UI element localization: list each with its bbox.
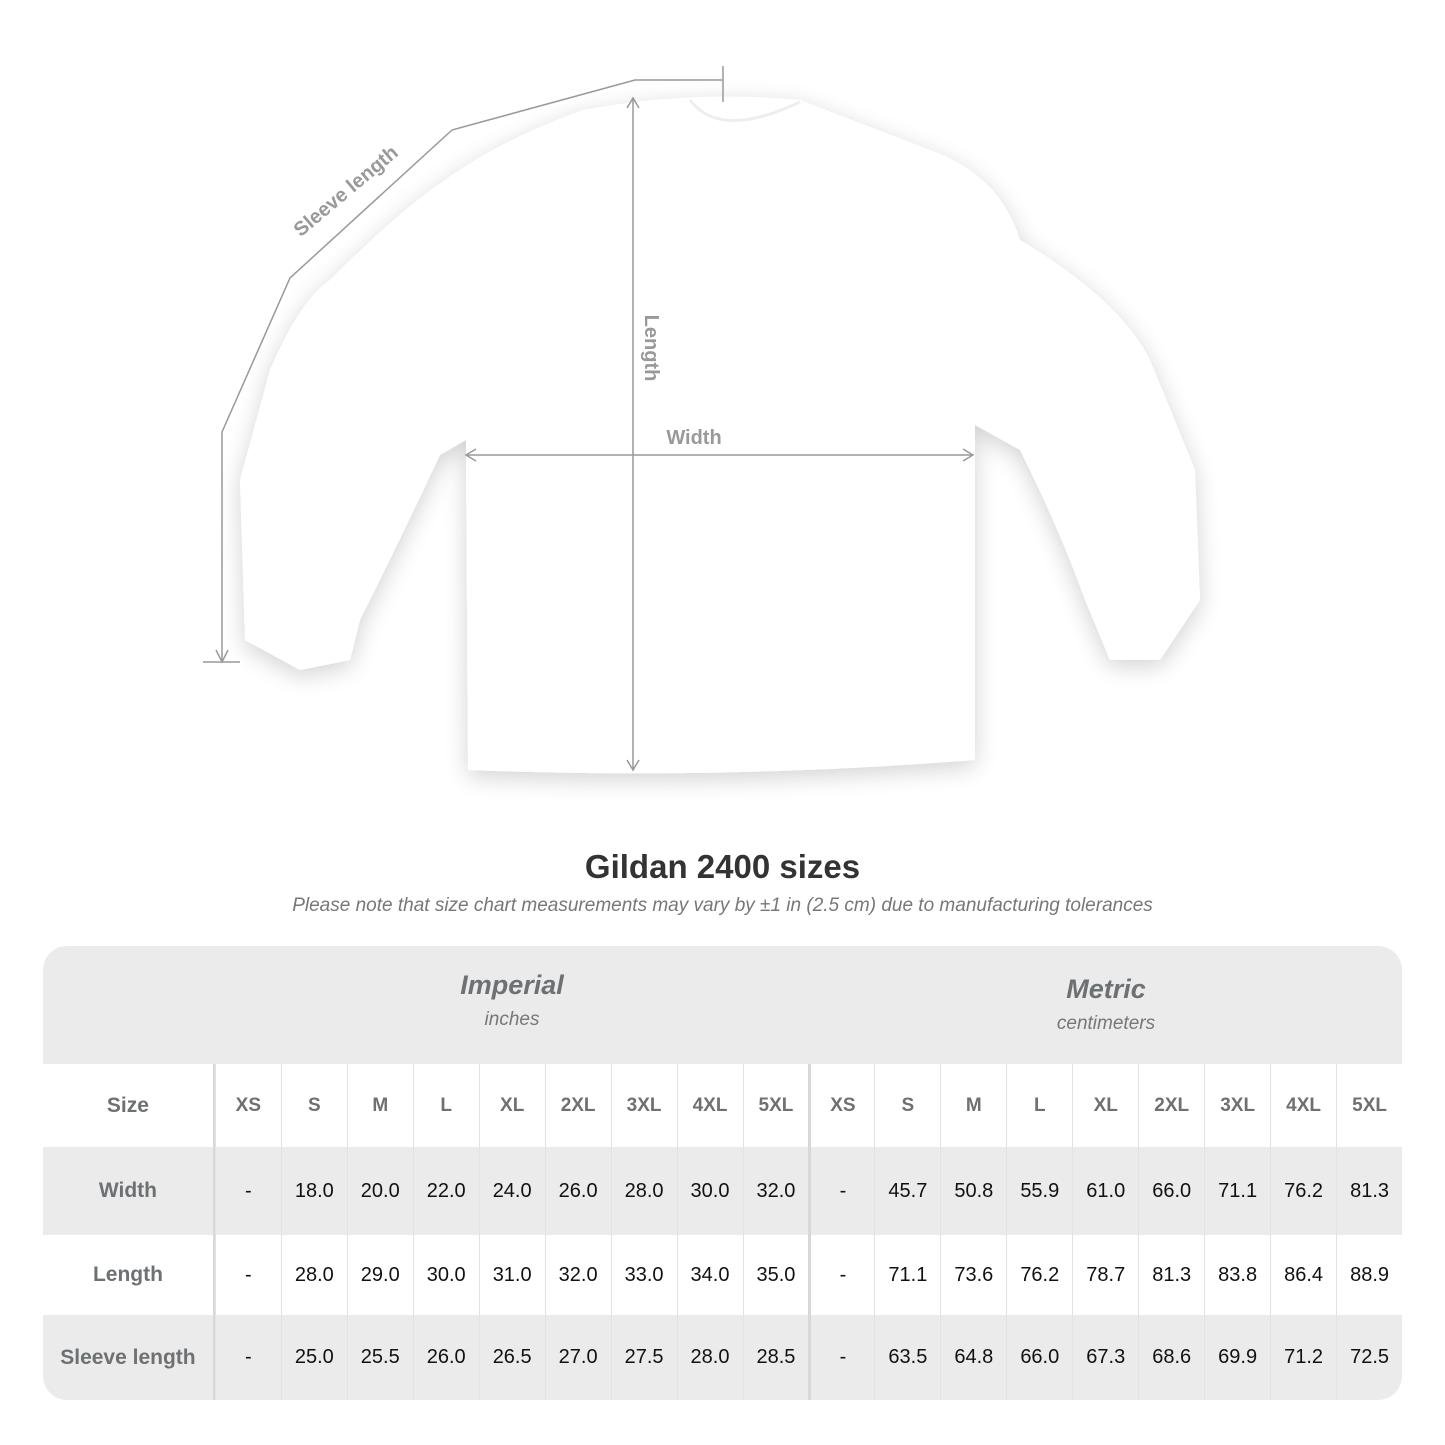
table-cell: 71.2	[1270, 1315, 1336, 1400]
table-cell: 71.1	[1204, 1147, 1270, 1235]
table-cell: 50.8	[940, 1147, 1006, 1235]
table-row: Width -18.0 20.0 22.0 24.0 26.0 28.0 30.0 32.0-4…	[43, 1147, 1402, 1235]
table-cell: 28.0	[676, 1315, 743, 1400]
table-cell: 72.5	[1336, 1315, 1402, 1400]
table-cell: 27.5	[610, 1315, 677, 1400]
table-cell: 76.2	[1006, 1235, 1072, 1315]
table-cell: 68.6	[1138, 1315, 1204, 1400]
table-cell: -	[214, 1147, 281, 1235]
table-row: Sleeve length -25.0 25.5 26.0 26.5 27.0 27.5 28…	[43, 1315, 1402, 1400]
table-cell: 26.0	[544, 1147, 611, 1235]
shirt-illustration	[240, 96, 1200, 774]
table-cell: -	[214, 1235, 281, 1315]
size-table: Imperial inches Metric centimeters Size X…	[43, 946, 1402, 1400]
table-cell: 55.9	[1006, 1147, 1072, 1235]
size-column-header: S	[280, 1064, 347, 1147]
table-cell: 32.0	[544, 1235, 611, 1315]
table-header-band: Imperial inches Metric centimeters	[43, 946, 1402, 1064]
table-cell: 67.3	[1072, 1315, 1138, 1400]
size-column-header: XS	[214, 1064, 281, 1147]
table-cell: 25.5	[346, 1315, 413, 1400]
size-column-header: XL	[478, 1064, 545, 1147]
size-column-header: 3XL	[610, 1064, 677, 1147]
size-column-header: 4XL	[1270, 1064, 1336, 1147]
size-column-header: L	[412, 1064, 479, 1147]
shirt-diagram: Sleeve length Length Width	[203, 66, 1200, 774]
size-header-row: Size XS S M L XL 2XL 3XL 4XL 5XL XS S M L XL 2XL 3XL 4XL 5…	[43, 1064, 1402, 1147]
table-cell: 26.5	[478, 1315, 545, 1400]
table-cell: 35.0	[742, 1235, 809, 1315]
table-cell: 61.0	[1072, 1147, 1138, 1235]
sleeve-length-line	[221, 79, 723, 660]
size-column-header: XS	[808, 1064, 874, 1147]
table-cell: 83.8	[1204, 1235, 1270, 1315]
size-label: Size	[43, 1064, 215, 1147]
table-cell: 28.0	[610, 1147, 677, 1235]
table-cell: 30.0	[676, 1147, 743, 1235]
table-cell: 24.0	[478, 1147, 545, 1235]
size-column-header: 3XL	[1204, 1064, 1270, 1147]
table-cell: 78.7	[1072, 1235, 1138, 1315]
size-column-header: M	[346, 1064, 413, 1147]
table-cell: 32.0	[742, 1147, 809, 1235]
imperial-title: Imperial	[460, 970, 564, 1000]
table-cell: 25.0	[280, 1315, 347, 1400]
table-cell: 71.1	[874, 1235, 940, 1315]
table-cell: 20.0	[346, 1147, 413, 1235]
table-cell: 66.0	[1006, 1315, 1072, 1400]
length-label: Length	[640, 315, 662, 382]
table-row: Length -28.0 29.0 30.0 31.0 32.0 33.0 34.0 35.0-…	[43, 1235, 1402, 1315]
table-cell: 28.5	[742, 1315, 809, 1400]
table-cell: 88.9	[1336, 1235, 1402, 1315]
size-column-header: 2XL	[1138, 1064, 1204, 1147]
imperial-unit: inches	[484, 1009, 540, 1030]
metric-unit: centimeters	[1056, 1013, 1156, 1034]
table-cell: -	[808, 1147, 874, 1235]
tolerance-note: Please note that size chart measurements…	[292, 895, 1153, 916]
table-cell: -	[808, 1315, 874, 1400]
table-cell: 81.3	[1138, 1235, 1204, 1315]
width-label: Width	[666, 427, 721, 449]
table-cell: 86.4	[1270, 1235, 1336, 1315]
page-title: Gildan 2400 sizes	[584, 848, 861, 885]
table-cell: 66.0	[1138, 1147, 1204, 1235]
size-column-header: M	[940, 1064, 1006, 1147]
size-column-header: 4XL	[676, 1064, 743, 1147]
table-cell: 22.0	[412, 1147, 479, 1235]
size-column-header: L	[1006, 1064, 1072, 1147]
table-cell: 64.8	[940, 1315, 1006, 1400]
row-label: Length	[43, 1235, 215, 1315]
table-cell: 69.9	[1204, 1315, 1270, 1400]
table-cell: 31.0	[478, 1235, 545, 1315]
table-cell: 81.3	[1336, 1147, 1402, 1235]
size-column-header: 2XL	[544, 1064, 611, 1147]
metric-title: Metric	[1066, 974, 1146, 1004]
table-cell: 29.0	[346, 1235, 413, 1315]
table-cell: 30.0	[412, 1235, 479, 1315]
table-cell: 26.0	[412, 1315, 479, 1400]
size-column-header: XL	[1072, 1064, 1138, 1147]
table-cell: 73.6	[940, 1235, 1006, 1315]
row-label: Width	[43, 1147, 215, 1235]
row-label: Sleeve length	[43, 1315, 215, 1400]
table-cell: 76.2	[1270, 1147, 1336, 1235]
table-cell: 45.7	[874, 1147, 940, 1235]
size-column-header: 5XL	[1336, 1064, 1402, 1147]
table-cell: 28.0	[280, 1235, 347, 1315]
imperial-header: Imperial inches	[215, 970, 809, 1031]
table-cell: 33.0	[610, 1235, 677, 1315]
table-cell: 18.0	[280, 1147, 347, 1235]
table-cell: 34.0	[676, 1235, 743, 1315]
metric-header: Metric centimeters	[809, 974, 1402, 1035]
table-cell: 27.0	[544, 1315, 611, 1400]
size-column-header: 5XL	[742, 1064, 809, 1147]
table-cell: 63.5	[874, 1315, 940, 1400]
table-cell: -	[808, 1235, 874, 1315]
table-cell: -	[214, 1315, 281, 1400]
size-column-header: S	[874, 1064, 940, 1147]
